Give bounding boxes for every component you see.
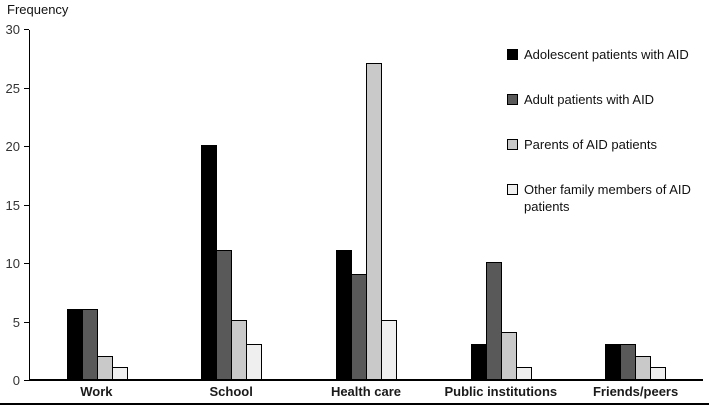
legend-swatch: [507, 184, 518, 195]
y-tick-label: 0: [12, 373, 20, 388]
bar: [605, 344, 622, 379]
bar: [246, 344, 263, 379]
bar: [216, 250, 233, 379]
y-tick-label: 10: [5, 256, 20, 271]
bar: [470, 344, 487, 379]
legend-swatch: [507, 94, 518, 105]
y-tick-label: 30: [5, 22, 20, 37]
legend-item: Other family members of AID patients: [507, 181, 693, 215]
x-category-label: Friends/peers: [592, 384, 679, 399]
bar: [380, 320, 397, 379]
bar: [515, 367, 532, 379]
x-axis-labels: Work School Health care Public institutions…: [29, 384, 703, 399]
bar-group: [568, 30, 703, 379]
bar: [365, 63, 382, 379]
bar: [96, 356, 113, 379]
legend-swatch: [507, 49, 518, 60]
x-category-label: Work: [80, 384, 113, 399]
bar: [635, 356, 652, 379]
y-axis-title: Frequency: [7, 2, 69, 17]
x-category-label: Health care: [330, 384, 402, 399]
bar: [620, 344, 637, 379]
y-tick-label: 20: [5, 139, 20, 154]
legend-label: Adolescent patients with AID: [524, 47, 689, 62]
x-category-label: Public institutions: [444, 384, 558, 399]
bar: [111, 367, 128, 379]
plot-area: Adolescent patients with AID Adult patien…: [29, 30, 703, 381]
bar: [650, 367, 667, 379]
legend-item: Parents of AID patients: [507, 136, 657, 153]
y-tick-label: 15: [5, 197, 20, 213]
bar: [201, 145, 218, 379]
bar: [350, 274, 367, 379]
bar-groups: [30, 30, 703, 379]
y-tick-label: 25: [5, 80, 20, 96]
bottom-border: [0, 403, 709, 405]
legend-swatch: [507, 139, 518, 150]
bar-group: [299, 30, 434, 379]
legend-label: Parents of AID patients: [524, 137, 657, 152]
legend-label: Adult patients with AID: [524, 92, 655, 107]
bar-group: [434, 30, 569, 379]
bar: [231, 320, 248, 379]
bar-group: [165, 30, 300, 379]
bar-group: [30, 30, 165, 379]
y-tick-label: 5: [12, 314, 20, 330]
legend: Adolescent patients with AID Adult patien…: [507, 46, 693, 246]
bar: [500, 332, 517, 379]
bar: [66, 309, 83, 379]
bar: [81, 309, 98, 379]
bar: [335, 250, 352, 379]
legend-item: Adolescent patients with AID: [507, 46, 689, 63]
legend-item: Adult patients with AID: [507, 91, 654, 108]
x-category-label: School: [209, 384, 253, 399]
bar: [485, 262, 502, 379]
legend-label: Other family members of AID patients: [524, 182, 691, 214]
